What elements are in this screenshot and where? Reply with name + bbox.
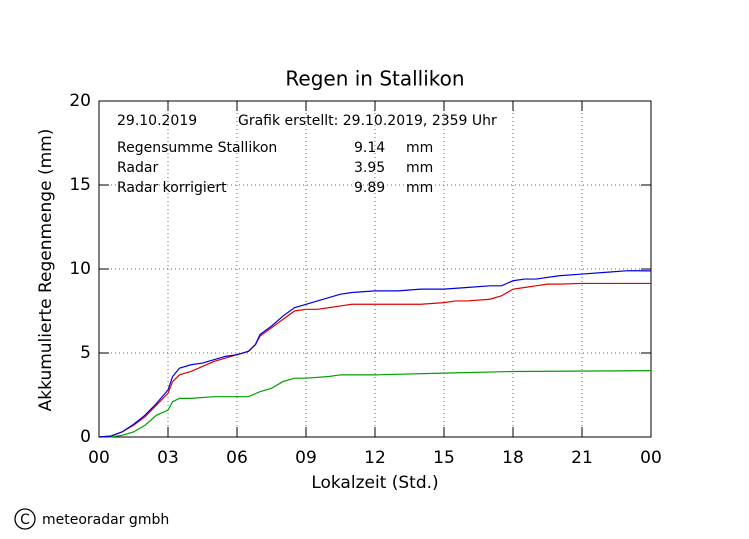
x-axis-label: Lokalzeit (Std.) xyxy=(311,473,438,493)
legend-label: Radar xyxy=(117,160,158,176)
x-tick-label: 12 xyxy=(364,448,386,468)
legend-unit: mm xyxy=(406,180,433,196)
footer: meteoradar gmbh xyxy=(42,512,169,528)
x-tick-label: 06 xyxy=(226,448,248,468)
series-line xyxy=(98,270,652,438)
created: Grafik erstellt: 29.10.2019, 2359 Uhr xyxy=(238,113,497,129)
legend-label: Radar korrigiert xyxy=(117,180,227,196)
x-tick-label: 15 xyxy=(433,448,455,468)
series-line xyxy=(99,370,652,438)
legend-total: 9.89 xyxy=(354,180,385,196)
plot-frame xyxy=(98,100,652,438)
y-tick-label: 20 xyxy=(69,91,91,111)
date: 29.10.2019 xyxy=(117,113,197,129)
legend-unit: mm xyxy=(406,160,433,176)
y-axis-label: Akkumulierte Regenmenge (mm) xyxy=(36,129,56,412)
series-line xyxy=(98,282,651,438)
x-tick-label: 00 xyxy=(640,448,662,468)
x-tick-label: 21 xyxy=(571,448,593,468)
legend-label: Regensumme Stallikon xyxy=(117,140,277,156)
x-tick-label: 18 xyxy=(502,448,524,468)
x-tick-label: 00 xyxy=(88,448,110,468)
chart-title: Regen in Stallikon xyxy=(285,67,464,91)
y-tick-label: 0 xyxy=(80,427,91,447)
x-tick-label: 09 xyxy=(295,448,317,468)
y-tick-label: 10 xyxy=(69,259,91,279)
copyright-circle xyxy=(14,508,36,530)
y-tick-label: 5 xyxy=(80,343,91,363)
x-tick-label: 03 xyxy=(157,448,179,468)
legend-total: 9.14 xyxy=(354,140,385,156)
copyright-symbol: C xyxy=(20,512,30,528)
y-tick-label: 15 xyxy=(69,175,91,195)
legend-unit: mm xyxy=(406,140,433,156)
legend-total: 3.95 xyxy=(354,160,385,176)
